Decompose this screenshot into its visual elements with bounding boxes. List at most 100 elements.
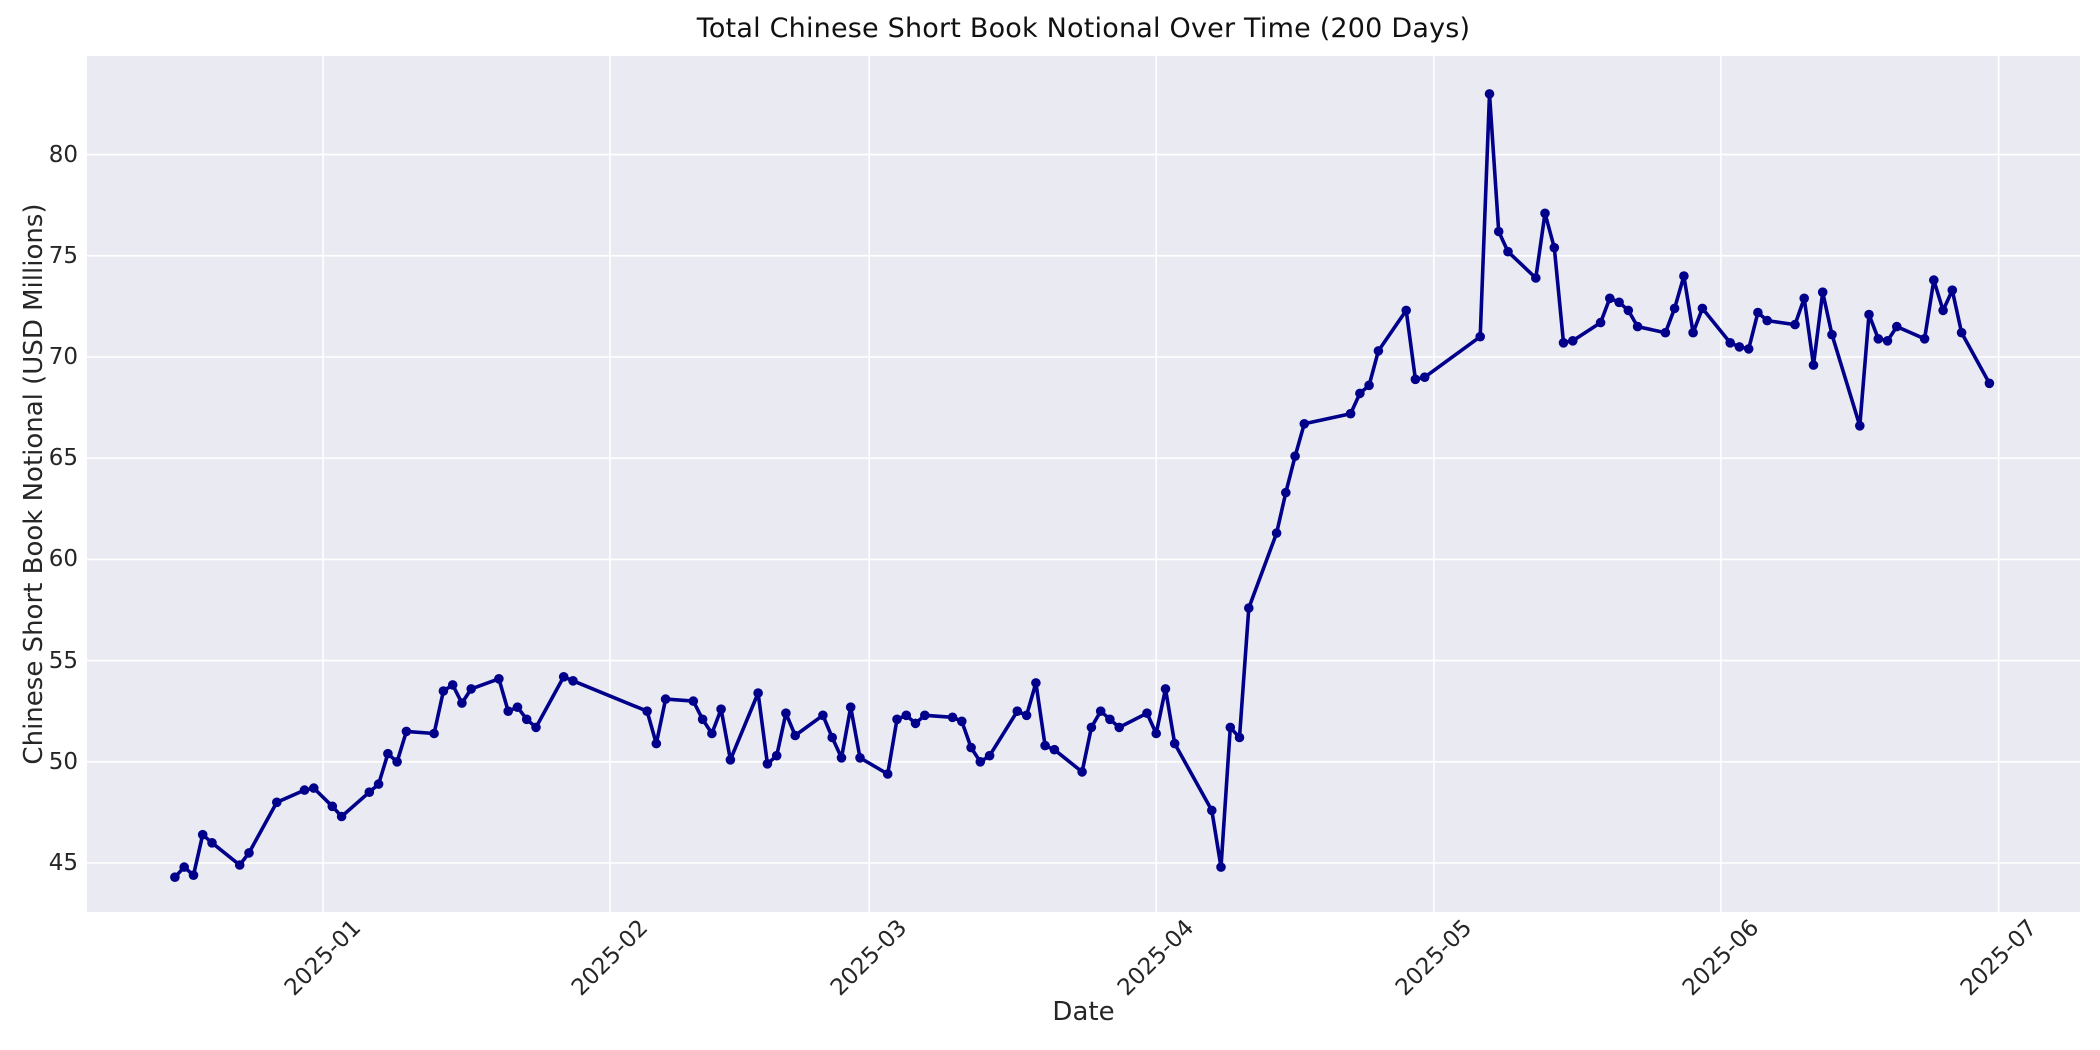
data-point xyxy=(1234,732,1245,743)
data-point xyxy=(438,686,449,696)
data-point xyxy=(1632,321,1643,332)
data-point xyxy=(1660,327,1671,338)
data-point xyxy=(984,750,995,761)
data-point xyxy=(1095,706,1106,716)
data-point xyxy=(716,704,726,714)
data-point xyxy=(1799,293,1809,304)
data-point xyxy=(1503,246,1513,257)
data-point xyxy=(309,783,319,793)
data-point xyxy=(1614,297,1624,308)
x-axis-label: Date xyxy=(1052,997,1115,1027)
data-point xyxy=(1401,305,1411,316)
data-point xyxy=(882,769,893,779)
data-point xyxy=(966,742,976,753)
data-point xyxy=(1679,271,1689,281)
data-point xyxy=(651,738,662,749)
data-point xyxy=(457,698,467,708)
data-point xyxy=(1169,738,1180,749)
data-point xyxy=(975,757,986,767)
data-point xyxy=(207,838,217,848)
data-point xyxy=(383,748,393,759)
data-point xyxy=(1855,421,1865,431)
data-point xyxy=(558,672,569,682)
data-point xyxy=(1160,684,1171,694)
data-point xyxy=(845,702,856,712)
data-point xyxy=(1355,388,1365,399)
data-point xyxy=(1753,307,1763,318)
data-point xyxy=(1725,338,1735,348)
data-point xyxy=(299,785,310,795)
data-point xyxy=(1984,378,1995,389)
data-point xyxy=(818,710,828,721)
data-point xyxy=(1595,317,1606,328)
data-point xyxy=(1827,329,1837,340)
data-point xyxy=(1049,744,1060,755)
data-point xyxy=(1031,678,1041,688)
y-tick-label: 50 xyxy=(48,748,78,775)
data-point xyxy=(1086,722,1097,733)
data-point xyxy=(364,787,375,797)
data-point xyxy=(234,860,245,870)
data-point xyxy=(244,848,254,858)
data-point xyxy=(855,753,865,763)
data-point xyxy=(1410,374,1421,385)
y-tick-label: 55 xyxy=(48,647,78,674)
data-point xyxy=(336,811,347,822)
data-point xyxy=(660,694,671,704)
data-point xyxy=(920,710,930,721)
y-tick-label: 70 xyxy=(48,343,78,370)
data-point xyxy=(910,718,921,729)
data-point xyxy=(1114,722,1124,733)
data-point xyxy=(1021,710,1032,721)
data-point xyxy=(1864,309,1874,320)
data-point xyxy=(1947,285,1958,296)
data-point xyxy=(1762,315,1772,326)
data-point xyxy=(781,708,791,718)
data-point xyxy=(1558,338,1569,348)
data-markers xyxy=(170,89,1995,882)
data-point xyxy=(179,862,189,872)
data-point xyxy=(1568,336,1578,346)
data-point xyxy=(827,732,837,743)
data-point xyxy=(1105,714,1115,725)
data-point xyxy=(1892,321,1902,332)
data-point xyxy=(1419,372,1430,383)
data-point xyxy=(1790,319,1800,330)
data-point xyxy=(401,726,412,737)
data-point xyxy=(1882,336,1893,346)
data-point xyxy=(1531,273,1541,283)
data-point xyxy=(392,757,402,767)
data-point xyxy=(790,730,800,741)
data-point xyxy=(707,728,717,739)
data-point xyxy=(771,750,782,761)
data-point xyxy=(1817,287,1828,298)
data-point xyxy=(892,714,902,725)
data-point xyxy=(1929,275,1939,285)
data-point xyxy=(1549,242,1560,253)
y-tick-label: 75 xyxy=(48,242,78,269)
data-point xyxy=(1364,380,1374,391)
y-tick-label: 80 xyxy=(48,141,78,168)
data-point xyxy=(1956,327,1967,338)
data-point xyxy=(1207,805,1217,816)
data-point xyxy=(1151,728,1161,739)
data-point xyxy=(1244,603,1254,613)
data-point xyxy=(1938,305,1948,316)
data-point xyxy=(957,716,967,727)
data-point xyxy=(1216,862,1226,872)
data-point xyxy=(1373,346,1384,356)
data-point xyxy=(1808,360,1819,370)
data-point xyxy=(1493,226,1504,237)
data-point xyxy=(1743,344,1754,354)
data-point xyxy=(1290,451,1300,462)
data-point xyxy=(429,728,439,739)
data-point xyxy=(1475,331,1485,342)
data-point xyxy=(1734,342,1745,352)
data-point xyxy=(1281,487,1291,498)
data-point xyxy=(753,688,763,698)
data-point xyxy=(1040,740,1050,751)
data-point xyxy=(188,870,199,880)
data-point xyxy=(327,801,338,812)
data-point xyxy=(901,710,912,721)
